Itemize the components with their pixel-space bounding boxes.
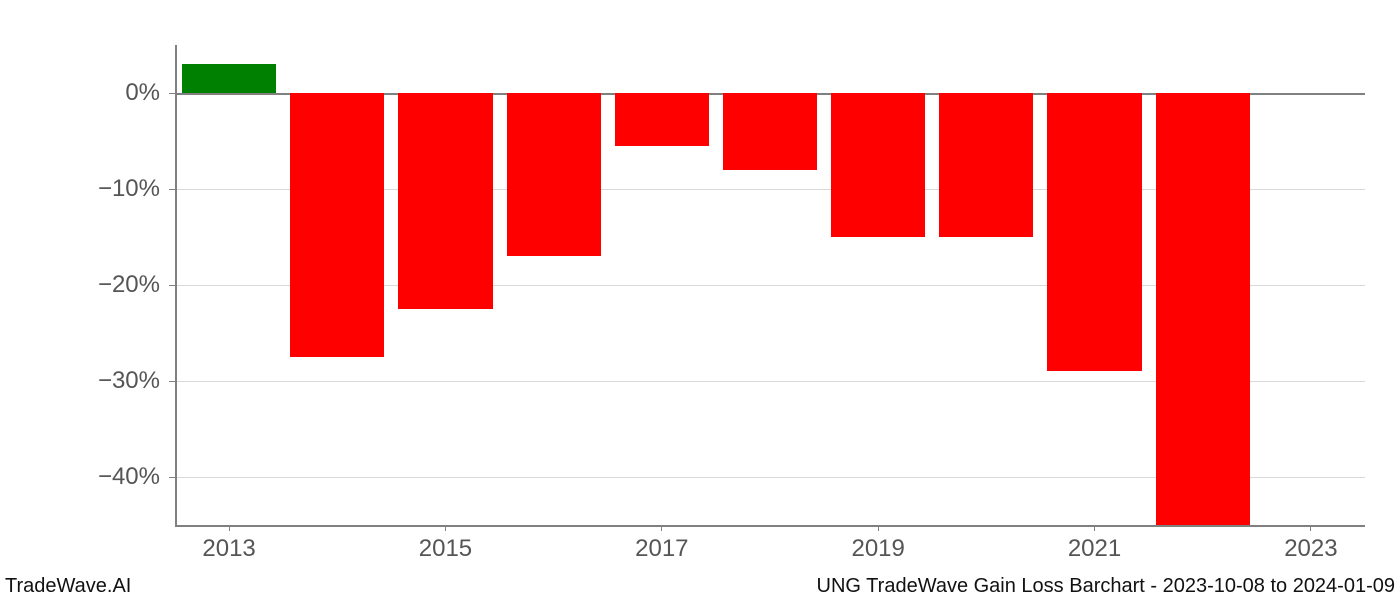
bar: [1047, 93, 1141, 371]
y-tick-mark: [169, 189, 175, 190]
caption-left: TradeWave.AI: [5, 575, 131, 598]
bar: [723, 93, 817, 170]
x-tick-mark: [445, 525, 446, 531]
x-tick-label: 2019: [851, 535, 904, 563]
x-tick-mark: [229, 525, 230, 531]
bar: [398, 93, 492, 309]
gain-loss-barchart: TradeWave.AI UNG TradeWave Gain Loss Bar…: [0, 0, 1400, 600]
bar: [939, 93, 1033, 237]
x-tick-label: 2015: [419, 535, 472, 563]
y-tick-label: −40%: [70, 463, 160, 491]
bar: [615, 93, 709, 146]
y-tick-label: −10%: [70, 175, 160, 203]
x-tick-label: 2023: [1284, 535, 1337, 563]
y-tick-mark: [169, 285, 175, 286]
bar: [182, 64, 276, 93]
bar: [1156, 93, 1250, 525]
x-tick-label: 2017: [635, 535, 688, 563]
x-tick-label: 2021: [1068, 535, 1121, 563]
y-tick-mark: [169, 93, 175, 94]
x-tick-mark: [661, 525, 662, 531]
y-tick-label: −30%: [70, 367, 160, 395]
bar: [831, 93, 925, 237]
x-tick-mark: [1310, 525, 1311, 531]
y-tick-mark: [169, 381, 175, 382]
x-axis-spine: [175, 525, 1365, 527]
bar: [290, 93, 384, 357]
y-tick-label: −20%: [70, 271, 160, 299]
x-tick-mark: [1094, 525, 1095, 531]
y-axis-spine: [175, 45, 177, 525]
bar: [507, 93, 601, 256]
plot-area: [175, 45, 1365, 525]
x-tick-mark: [878, 525, 879, 531]
caption-right: UNG TradeWave Gain Loss Barchart - 2023-…: [817, 575, 1395, 598]
y-tick-label: 0%: [70, 79, 160, 107]
x-tick-label: 2013: [202, 535, 255, 563]
y-tick-mark: [169, 477, 175, 478]
